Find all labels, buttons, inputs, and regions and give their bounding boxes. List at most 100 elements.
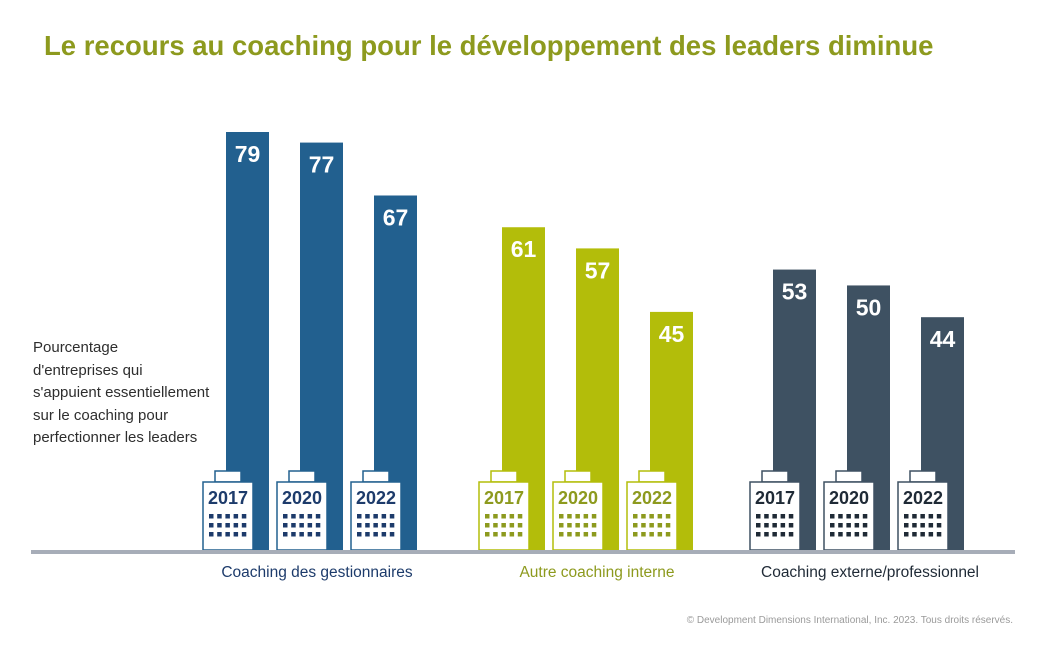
year-tick-label: 2020 (282, 488, 322, 508)
building-window (209, 514, 214, 519)
building-window (780, 514, 786, 519)
building-window (559, 523, 564, 528)
bar-value-label: 50 (856, 294, 882, 320)
building-window (846, 532, 851, 537)
bar-value-label: 45 (659, 321, 685, 347)
year-tick-label: 2022 (632, 488, 672, 508)
building-window (764, 532, 769, 537)
building-window (381, 532, 387, 537)
building-window (315, 532, 321, 537)
building-window (788, 532, 794, 537)
building-window (307, 514, 313, 519)
building-window (912, 514, 917, 519)
building-window (559, 532, 564, 537)
building-window (365, 532, 370, 537)
chart-title: Le recours au coaching pour le développe… (44, 30, 934, 61)
building-window (936, 514, 942, 519)
building-window (575, 514, 580, 519)
building-icon: 2022 (897, 470, 949, 551)
building-window (591, 514, 597, 519)
building-window (862, 532, 868, 537)
building-window (928, 532, 934, 537)
building-roof (761, 470, 789, 483)
building-window (830, 532, 835, 537)
bar-value-label: 44 (930, 326, 956, 352)
building-window (381, 523, 387, 528)
building-window (283, 523, 288, 528)
building-window (788, 523, 794, 528)
building-window (365, 523, 370, 528)
building-window (838, 532, 843, 537)
building-window (567, 532, 572, 537)
building-window (217, 532, 222, 537)
building-window (772, 523, 777, 528)
building-window (920, 532, 925, 537)
building-window (291, 523, 296, 528)
building-window (657, 514, 663, 519)
building-window (772, 532, 777, 537)
building-window (649, 514, 654, 519)
building-icon: 2020 (552, 470, 604, 551)
building-window (567, 514, 572, 519)
building-window (854, 514, 860, 519)
building-roof (490, 470, 518, 483)
building-window (357, 523, 362, 528)
building-window (641, 532, 646, 537)
building-window (559, 514, 564, 519)
building-roof (564, 470, 592, 483)
building-window (862, 523, 868, 528)
building-window (381, 514, 387, 519)
baseline (31, 550, 1015, 554)
building-window (854, 532, 860, 537)
y-axis-label-line: Pourcentage (33, 339, 119, 356)
building-icon: 2020 (276, 470, 328, 551)
year-tick-label: 2022 (356, 488, 396, 508)
building-window (209, 532, 214, 537)
year-tick-label: 2020 (829, 488, 869, 508)
building-window (591, 523, 597, 528)
building-window (665, 514, 671, 519)
building-window (904, 523, 909, 528)
building-icon: 2022 (626, 470, 678, 551)
building-window (225, 514, 230, 519)
building-window (299, 514, 304, 519)
building-window (904, 514, 909, 519)
building-roof (909, 470, 937, 483)
building-roof (362, 470, 390, 483)
building-window (283, 532, 288, 537)
building-roof (288, 470, 316, 483)
building-window (830, 514, 835, 519)
building-window (299, 523, 304, 528)
building-window (217, 514, 222, 519)
building-window (217, 523, 222, 528)
building-window (641, 523, 646, 528)
building-window (225, 523, 230, 528)
building-window (315, 523, 321, 528)
category-label: Coaching des gestionnaires (221, 564, 413, 581)
y-axis-label: Pourcentage d'entreprises qui s'appuient… (33, 337, 233, 450)
building-window (389, 514, 395, 519)
bar-value-label: 53 (782, 279, 808, 305)
building-window (373, 532, 378, 537)
building-window (838, 514, 843, 519)
building-window (517, 523, 523, 528)
bar-group: 53 2017 50 2020 44 2022 Coaching externe/profe… (749, 269, 979, 581)
building-window (501, 514, 506, 519)
building-window (299, 532, 304, 537)
building-window (583, 523, 589, 528)
building-window (241, 532, 247, 537)
building-roof (214, 470, 242, 483)
building-window (517, 532, 523, 537)
building-window (493, 523, 498, 528)
building-window (485, 523, 490, 528)
year-tick-label: 2017 (484, 488, 524, 508)
building-window (928, 523, 934, 528)
bar-value-label: 57 (585, 257, 611, 283)
building-window (315, 514, 321, 519)
building-window (575, 532, 580, 537)
building-window (575, 523, 580, 528)
building-window (928, 514, 934, 519)
bar-value-label: 77 (309, 152, 335, 178)
building-window (373, 523, 378, 528)
building-roof (638, 470, 666, 483)
